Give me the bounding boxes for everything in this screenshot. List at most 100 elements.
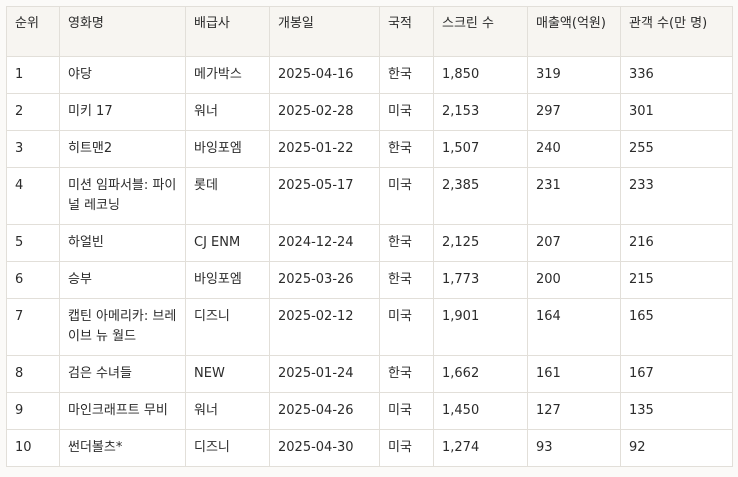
cell-rank: 5 [6, 224, 60, 262]
box-office-table: 순위 영화명 배급사 개봉일 국적 스크린 수 매출액(억원) 관객 수(만 명… [6, 6, 733, 467]
cell-revenue: 207 [527, 224, 621, 262]
cell-rank: 1 [6, 56, 60, 94]
cell-release-date: 2025-04-16 [269, 56, 380, 94]
cell-release-date: 2025-03-26 [269, 261, 380, 299]
cell-country: 한국 [379, 355, 434, 393]
cell-rank: 3 [6, 130, 60, 168]
header-audience: 관객 수(만 명) [620, 6, 733, 57]
table-row: 3 히트맨2 바잉포엠 2025-01-22 한국 1,507 240 255 [6, 130, 733, 168]
cell-release-date: 2025-04-26 [269, 392, 380, 430]
cell-title: 썬더볼츠* [59, 429, 186, 467]
cell-audience: 215 [620, 261, 733, 299]
cell-distributor: CJ ENM [185, 224, 270, 262]
header-screens: 스크린 수 [433, 6, 528, 57]
cell-release-date: 2025-02-28 [269, 93, 380, 131]
table-row: 8 검은 수녀들 NEW 2025-01-24 한국 1,662 161 167 [6, 355, 733, 393]
cell-distributor: 메가박스 [185, 56, 270, 94]
cell-release-date: 2025-01-22 [269, 130, 380, 168]
header-distributor: 배급사 [185, 6, 270, 57]
cell-screens: 1,773 [433, 261, 528, 299]
cell-title: 검은 수녀들 [59, 355, 186, 393]
cell-revenue: 231 [527, 167, 621, 225]
cell-distributor: 워너 [185, 392, 270, 430]
cell-audience: 135 [620, 392, 733, 430]
cell-title: 캡틴 아메리카: 브레이브 뉴 월드 [59, 298, 186, 356]
box-office-table-container: 순위 영화명 배급사 개봉일 국적 스크린 수 매출액(억원) 관객 수(만 명… [6, 6, 733, 467]
cell-title: 히트맨2 [59, 130, 186, 168]
cell-distributor: 바잉포엠 [185, 130, 270, 168]
cell-revenue: 93 [527, 429, 621, 467]
cell-distributor: NEW [185, 355, 270, 393]
cell-release-date: 2024-12-24 [269, 224, 380, 262]
cell-audience: 216 [620, 224, 733, 262]
cell-screens: 2,385 [433, 167, 528, 225]
cell-revenue: 200 [527, 261, 621, 299]
cell-screens: 2,125 [433, 224, 528, 262]
table-row: 9 마인크래프트 무비 워너 2025-04-26 미국 1,450 127 1… [6, 392, 733, 430]
cell-audience: 255 [620, 130, 733, 168]
cell-country: 미국 [379, 167, 434, 225]
cell-country: 미국 [379, 429, 434, 467]
cell-distributor: 바잉포엠 [185, 261, 270, 299]
cell-rank: 8 [6, 355, 60, 393]
cell-audience: 233 [620, 167, 733, 225]
cell-rank: 6 [6, 261, 60, 299]
table-row: 4 미션 임파서블: 파이널 레코닝 롯데 2025-05-17 미국 2,38… [6, 167, 733, 225]
cell-title: 미키 17 [59, 93, 186, 131]
cell-release-date: 2025-05-17 [269, 167, 380, 225]
cell-revenue: 127 [527, 392, 621, 430]
cell-distributor: 디즈니 [185, 298, 270, 356]
table-row: 7 캡틴 아메리카: 브레이브 뉴 월드 디즈니 2025-02-12 미국 1… [6, 298, 733, 356]
cell-release-date: 2025-01-24 [269, 355, 380, 393]
table-row: 5 하얼빈 CJ ENM 2024-12-24 한국 2,125 207 216 [6, 224, 733, 262]
cell-audience: 167 [620, 355, 733, 393]
cell-country: 한국 [379, 261, 434, 299]
cell-country: 한국 [379, 224, 434, 262]
cell-country: 한국 [379, 130, 434, 168]
cell-release-date: 2025-02-12 [269, 298, 380, 356]
cell-audience: 336 [620, 56, 733, 94]
cell-country: 미국 [379, 298, 434, 356]
cell-title: 마인크래프트 무비 [59, 392, 186, 430]
table-row: 1 야당 메가박스 2025-04-16 한국 1,850 319 336 [6, 56, 733, 94]
cell-revenue: 319 [527, 56, 621, 94]
cell-title: 하얼빈 [59, 224, 186, 262]
cell-screens: 1,274 [433, 429, 528, 467]
cell-rank: 7 [6, 298, 60, 356]
cell-screens: 1,850 [433, 56, 528, 94]
cell-audience: 301 [620, 93, 733, 131]
cell-title: 미션 임파서블: 파이널 레코닝 [59, 167, 186, 225]
cell-screens: 1,450 [433, 392, 528, 430]
header-revenue: 매출액(억원) [527, 6, 621, 57]
cell-release-date: 2025-04-30 [269, 429, 380, 467]
cell-screens: 1,507 [433, 130, 528, 168]
cell-revenue: 297 [527, 93, 621, 131]
cell-revenue: 164 [527, 298, 621, 356]
cell-country: 미국 [379, 93, 434, 131]
header-title: 영화명 [59, 6, 186, 57]
cell-revenue: 161 [527, 355, 621, 393]
header-country: 국적 [379, 6, 434, 57]
cell-country: 미국 [379, 392, 434, 430]
cell-rank: 4 [6, 167, 60, 225]
header-rank: 순위 [6, 6, 60, 57]
cell-distributor: 워너 [185, 93, 270, 131]
cell-distributor: 롯데 [185, 167, 270, 225]
cell-audience: 165 [620, 298, 733, 356]
cell-rank: 10 [6, 429, 60, 467]
cell-title: 야당 [59, 56, 186, 94]
cell-screens: 2,153 [433, 93, 528, 131]
cell-title: 승부 [59, 261, 186, 299]
cell-country: 한국 [379, 56, 434, 94]
cell-rank: 9 [6, 392, 60, 430]
cell-revenue: 240 [527, 130, 621, 168]
table-row: 6 승부 바잉포엠 2025-03-26 한국 1,773 200 215 [6, 261, 733, 299]
cell-audience: 92 [620, 429, 733, 467]
cell-distributor: 디즈니 [185, 429, 270, 467]
table-row: 2 미키 17 워너 2025-02-28 미국 2,153 297 301 [6, 93, 733, 131]
cell-screens: 1,901 [433, 298, 528, 356]
table-row: 10 썬더볼츠* 디즈니 2025-04-30 미국 1,274 93 92 [6, 429, 733, 467]
table-header-row: 순위 영화명 배급사 개봉일 국적 스크린 수 매출액(억원) 관객 수(만 명… [6, 6, 733, 57]
cell-rank: 2 [6, 93, 60, 131]
header-release-date: 개봉일 [269, 6, 380, 57]
